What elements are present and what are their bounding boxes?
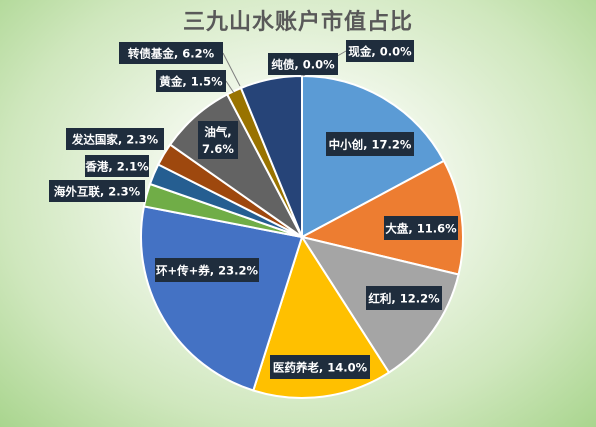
slice-label-text: 香港, 2.1% bbox=[84, 160, 149, 174]
slice-label-box bbox=[49, 180, 145, 202]
pie-slice-4 bbox=[140, 205, 304, 392]
slice-label-text: 大盘, 11.6% bbox=[385, 222, 457, 236]
slice-label-text: 黄金, 1.5% bbox=[159, 75, 223, 89]
slice-label-name: 油气, bbox=[204, 125, 231, 139]
slice-label-3: 医药养老, 14.0% bbox=[270, 355, 370, 379]
slice-label-text: 红利, 12.2% bbox=[368, 292, 440, 306]
chart-title: 三九山水账户市值占比 bbox=[182, 10, 413, 35]
leader-line-9 bbox=[225, 80, 235, 94]
slice-label-value: 7.6% bbox=[202, 142, 234, 156]
slice-label-12: 现金, 0.0% bbox=[346, 40, 414, 62]
slice-label-7: 发达国家, 2.3% bbox=[66, 128, 164, 150]
slice-label-0: 中小创, 17.2% bbox=[326, 132, 414, 156]
slice-label-box bbox=[268, 53, 338, 75]
slice-label-box bbox=[155, 258, 259, 282]
slice-label-2: 红利, 12.2% bbox=[366, 286, 442, 310]
slice-label-5: 海外互联, 2.3% bbox=[49, 180, 145, 202]
slice-label-1: 大盘, 11.6% bbox=[384, 216, 458, 240]
slice-label-10: 转债基金, 6.2% bbox=[119, 42, 223, 64]
slice-label-box bbox=[366, 286, 442, 310]
slice-label-11: 纯债, 0.0% bbox=[268, 53, 338, 75]
slice-label-box bbox=[119, 42, 223, 64]
pie-slice-0 bbox=[301, 74, 446, 239]
slice-label-box bbox=[270, 355, 370, 379]
leader-line-10 bbox=[222, 52, 241, 87]
slice-label-box bbox=[346, 40, 414, 62]
slice-label-text: 转债基金, 6.2% bbox=[128, 47, 215, 61]
slice-label-box bbox=[326, 132, 414, 156]
slice-label-text: 发达国家, 2.3% bbox=[71, 133, 159, 147]
slice-label-text: 环+传+券, 23.2% bbox=[156, 264, 259, 278]
slice-label-text: 中小创, 17.2% bbox=[329, 138, 412, 152]
slice-label-4: 环+传+券, 23.2% bbox=[155, 258, 259, 282]
slice-label-text: 现金, 0.0% bbox=[348, 45, 412, 59]
slice-label-text: 纯债, 0.0% bbox=[271, 58, 335, 72]
slice-label-box bbox=[156, 70, 226, 92]
slice-label-6: 香港, 2.1% bbox=[84, 155, 149, 177]
slice-label-9: 黄金, 1.5% bbox=[156, 70, 226, 92]
slice-label-text: 医药养老, 14.0% bbox=[273, 361, 368, 375]
slice-label-8: 油气, 7.6% bbox=[198, 121, 238, 159]
slice-label-box bbox=[66, 128, 164, 150]
slice-label-text: 海外互联, 2.3% bbox=[54, 185, 141, 199]
pie-slice-10 bbox=[239, 74, 303, 238]
slice-label-box bbox=[384, 216, 458, 240]
slice-label-box bbox=[198, 121, 238, 159]
slice-label-box bbox=[85, 155, 149, 177]
